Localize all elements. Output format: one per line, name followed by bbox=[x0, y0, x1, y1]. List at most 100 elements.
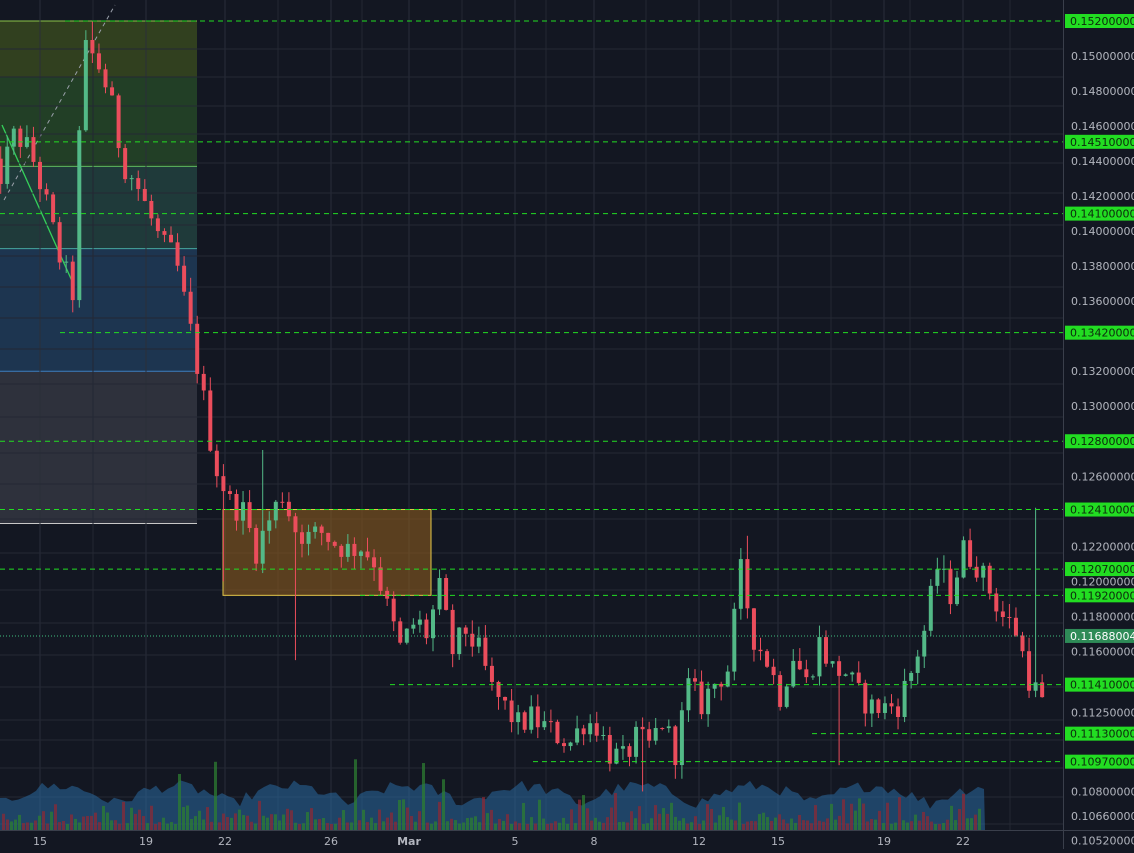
candle-down bbox=[771, 666, 776, 676]
candle-down bbox=[365, 551, 370, 558]
volume-bar bbox=[970, 818, 973, 830]
candle-up bbox=[882, 703, 887, 713]
candle-down bbox=[31, 137, 36, 162]
volume-bar bbox=[906, 822, 909, 830]
volume-bar bbox=[858, 798, 861, 830]
volume-bar bbox=[774, 817, 777, 830]
volume-bar bbox=[614, 792, 617, 830]
level-lines bbox=[0, 20, 1063, 763]
volume-bar bbox=[478, 822, 481, 830]
volume-bar bbox=[426, 822, 429, 830]
candle-down bbox=[745, 559, 750, 609]
volume-bar bbox=[786, 823, 789, 830]
last-price-label: 0.11688004 bbox=[1070, 630, 1134, 643]
volume-bar bbox=[434, 821, 437, 830]
volume-bar bbox=[942, 822, 945, 830]
candle-down bbox=[607, 735, 612, 764]
volume-bar bbox=[742, 823, 745, 830]
price-tick-label: 0.10660000 bbox=[1071, 810, 1134, 823]
candle-down bbox=[837, 661, 842, 676]
volume-bar bbox=[578, 799, 581, 830]
price-tick-label: 0.14000000 bbox=[1071, 225, 1134, 238]
volume-bar bbox=[526, 823, 529, 830]
candle-down bbox=[968, 540, 973, 567]
price-tick-label: 0.10520000 bbox=[1071, 834, 1134, 847]
volume-bar bbox=[962, 793, 965, 830]
time-tick-label: 26 bbox=[324, 835, 338, 848]
volume-bar bbox=[842, 799, 845, 830]
volume-bar bbox=[878, 810, 881, 830]
volume-bar bbox=[30, 822, 33, 830]
volume-bar bbox=[122, 801, 125, 830]
volume-bar bbox=[394, 821, 397, 830]
volume-bar bbox=[654, 805, 657, 830]
volume-bar bbox=[590, 820, 593, 830]
candle-up bbox=[620, 746, 625, 749]
volume-bar bbox=[466, 818, 469, 830]
volume-bar bbox=[926, 816, 929, 830]
level-tag-label: 0.11130000 bbox=[1070, 728, 1134, 741]
volume-bar bbox=[334, 823, 337, 830]
volume-bar bbox=[910, 821, 913, 830]
volume-bar bbox=[374, 823, 377, 830]
volume-bar bbox=[106, 812, 109, 830]
volume-bar bbox=[870, 818, 873, 830]
candle-up bbox=[712, 683, 717, 689]
candle-up bbox=[411, 624, 416, 629]
volume-bar bbox=[534, 823, 537, 830]
volume-bar bbox=[110, 820, 113, 830]
volume-bar bbox=[350, 822, 353, 830]
price-tick-label: 0.12600000 bbox=[1071, 470, 1134, 483]
last-price-tag bbox=[1065, 628, 1134, 643]
candle-up bbox=[915, 656, 920, 673]
volume-bar bbox=[218, 822, 221, 830]
candle-down bbox=[758, 649, 763, 652]
volume-bar bbox=[154, 823, 157, 830]
candle-down bbox=[326, 532, 331, 542]
volume-bar bbox=[58, 822, 61, 830]
volume-bar bbox=[74, 818, 77, 830]
volume-bar bbox=[690, 822, 693, 830]
level-tag-label: 0.13420000 bbox=[1070, 327, 1134, 340]
volume-bar bbox=[150, 805, 153, 830]
volume-bar bbox=[650, 818, 653, 830]
volume-bar bbox=[834, 819, 837, 830]
candle-down bbox=[673, 726, 678, 766]
candle-down bbox=[175, 242, 180, 266]
volume-bar bbox=[322, 817, 325, 830]
volume-bar bbox=[678, 820, 681, 830]
volume-bar bbox=[386, 817, 389, 830]
volume-bar bbox=[10, 821, 13, 830]
volume-bar bbox=[90, 815, 93, 830]
volume-bar bbox=[166, 823, 169, 830]
candle-down bbox=[594, 723, 599, 736]
volume-bar bbox=[794, 822, 797, 830]
volume-bar bbox=[66, 823, 69, 830]
candle-down bbox=[319, 526, 324, 533]
volume-bar bbox=[594, 817, 597, 830]
volume-bar bbox=[642, 823, 645, 830]
volume-bar bbox=[498, 818, 501, 830]
candle-up bbox=[24, 137, 29, 147]
volume-bar bbox=[586, 808, 589, 830]
price-tick-label: 0.14200000 bbox=[1071, 190, 1134, 203]
volume-bar bbox=[454, 820, 457, 830]
volume-bar bbox=[98, 822, 101, 830]
volume-bar bbox=[894, 822, 897, 830]
volume-bar bbox=[710, 808, 713, 830]
candle-down bbox=[581, 728, 586, 735]
candle-down bbox=[221, 476, 226, 492]
volume-bar bbox=[582, 795, 585, 830]
volume-bar bbox=[330, 823, 333, 830]
volume-bar bbox=[490, 809, 493, 830]
level-tag bbox=[1065, 677, 1134, 692]
level-tag-label: 0.12410000 bbox=[1070, 504, 1134, 517]
candle-down bbox=[856, 672, 861, 683]
candle-down bbox=[57, 222, 62, 263]
level-tag-label: 0.14510000 bbox=[1070, 136, 1134, 149]
candle-down bbox=[555, 721, 560, 744]
level-tag bbox=[1065, 14, 1134, 28]
candle-down bbox=[149, 200, 154, 219]
